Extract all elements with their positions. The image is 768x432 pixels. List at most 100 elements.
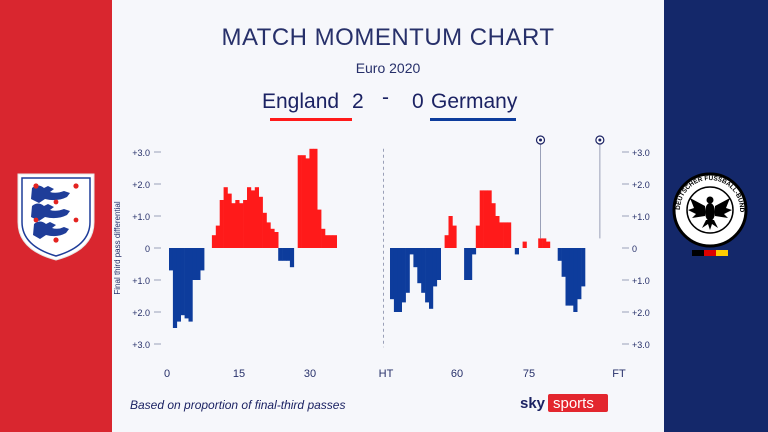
momentum-bar bbox=[471, 248, 477, 255]
momentum-bar bbox=[282, 248, 287, 261]
momentum-bar bbox=[243, 200, 248, 248]
momentum-bar bbox=[297, 155, 302, 248]
momentum-bar bbox=[172, 248, 178, 328]
dfb-crest-icon: DEUTSCHER FUSSBALL-BUND bbox=[672, 172, 748, 256]
y-tick-label-left: +1.0 bbox=[132, 212, 150, 222]
momentum-bar bbox=[401, 248, 406, 303]
y-tick-label-left: +2.0 bbox=[132, 180, 150, 190]
momentum-bar bbox=[444, 235, 449, 248]
momentum-bar bbox=[192, 248, 197, 280]
away-score: 0 bbox=[412, 90, 424, 113]
x-tick-label: 75 bbox=[523, 368, 535, 380]
score-separator: - bbox=[382, 86, 389, 109]
momentum-bar bbox=[235, 200, 240, 248]
momentum-bar bbox=[464, 248, 469, 280]
y-tick-label-left: +2.0 bbox=[132, 308, 150, 318]
momentum-bar bbox=[180, 248, 185, 316]
y-tick-label-right: +2.0 bbox=[632, 180, 650, 190]
momentum-bar bbox=[557, 248, 562, 261]
momentum-bar bbox=[301, 155, 306, 248]
momentum-bar bbox=[429, 248, 434, 309]
x-tick-label: 0 bbox=[164, 368, 170, 380]
momentum-bar bbox=[495, 216, 500, 248]
x-tick-label: FT bbox=[612, 368, 626, 380]
y-axis-label: Final third pass differential bbox=[113, 201, 122, 294]
football-icon-patch bbox=[598, 138, 602, 142]
momentum-bar bbox=[413, 248, 418, 268]
momentum-chart: Final third pass differential +3.0 +3.0 +2.… bbox=[113, 135, 650, 380]
y-tick-label-right: +1.0 bbox=[632, 276, 650, 286]
momentum-bar bbox=[397, 248, 402, 312]
away-team-name: Germany bbox=[431, 90, 518, 113]
momentum-bar bbox=[546, 241, 551, 248]
momentum-bar bbox=[507, 222, 512, 248]
momentum-bar bbox=[184, 248, 189, 319]
momentum-bar bbox=[328, 235, 334, 248]
momentum-bar bbox=[270, 228, 275, 248]
team-underlines bbox=[270, 118, 516, 121]
momentum-bar bbox=[219, 200, 224, 248]
momentum-bar bbox=[254, 187, 259, 248]
england-underline bbox=[270, 118, 352, 121]
momentum-bar bbox=[200, 248, 205, 271]
momentum-bar bbox=[393, 248, 399, 312]
momentum-bar bbox=[258, 196, 263, 248]
momentum-bar bbox=[250, 190, 256, 248]
momentum-bar bbox=[514, 248, 519, 255]
momentum-bar bbox=[573, 248, 578, 312]
home-team-name: England bbox=[262, 90, 340, 113]
momentum-bar bbox=[188, 248, 193, 322]
momentum-bar bbox=[211, 235, 217, 248]
footnote: Based on proportion of final-third passe… bbox=[130, 398, 346, 412]
momentum-bar bbox=[332, 235, 337, 248]
momentum-bar bbox=[169, 248, 174, 271]
germany-underline bbox=[430, 118, 516, 121]
momentum-bar bbox=[196, 248, 201, 280]
x-tick-label: 15 bbox=[233, 368, 245, 380]
x-tick-label: 30 bbox=[304, 368, 316, 380]
momentum-bar bbox=[432, 248, 438, 287]
momentum-bar bbox=[499, 222, 504, 248]
momentum-bar bbox=[305, 158, 310, 248]
momentum-bar bbox=[569, 248, 574, 306]
competition-subtitle: Euro 2020 bbox=[355, 60, 421, 76]
momentum-bar bbox=[425, 248, 430, 303]
momentum-bar bbox=[479, 190, 484, 248]
momentum-bar bbox=[475, 225, 480, 248]
momentum-bar bbox=[483, 190, 488, 248]
y-tick-label-left: +3.0 bbox=[132, 340, 150, 350]
sports-wordmark: sports bbox=[553, 395, 594, 412]
y-tick-label-left: +1.0 bbox=[132, 276, 150, 286]
momentum-bar bbox=[215, 225, 220, 248]
momentum-bar bbox=[448, 216, 453, 248]
y-tick-label-right: +3.0 bbox=[632, 340, 650, 350]
momentum-bar bbox=[581, 248, 586, 287]
y-tick-label-left: 0 bbox=[145, 244, 150, 254]
momentum-bar bbox=[452, 225, 457, 248]
y-tick-label-right: +2.0 bbox=[632, 308, 650, 318]
y-tick-label-right: +3.0 bbox=[632, 148, 650, 158]
momentum-bar bbox=[538, 238, 543, 248]
y-tick-label-left: +3.0 bbox=[132, 148, 150, 158]
y-tick-label-right: +1.0 bbox=[632, 212, 650, 222]
momentum-bar bbox=[289, 248, 295, 268]
momentum-bar bbox=[565, 248, 570, 306]
momentum-bar bbox=[436, 248, 441, 280]
momentum-bar bbox=[421, 248, 426, 293]
momentum-bar bbox=[542, 238, 547, 248]
chart-title: MATCH MOMENTUM CHART bbox=[221, 24, 555, 51]
momentum-bar bbox=[468, 248, 473, 280]
x-tick-label: 60 bbox=[451, 368, 463, 380]
momentum-bar bbox=[266, 222, 271, 248]
momentum-bar bbox=[491, 203, 496, 248]
momentum-bar bbox=[262, 212, 267, 248]
home-score: 2 bbox=[352, 90, 364, 113]
momentum-bar bbox=[176, 248, 181, 322]
momentum-bar bbox=[561, 248, 566, 277]
momentum-bar bbox=[274, 232, 279, 248]
momentum-bar bbox=[309, 148, 314, 248]
momentum-bar bbox=[286, 248, 291, 261]
chart-panel bbox=[112, 0, 664, 432]
sky-wordmark: sky bbox=[520, 395, 546, 412]
